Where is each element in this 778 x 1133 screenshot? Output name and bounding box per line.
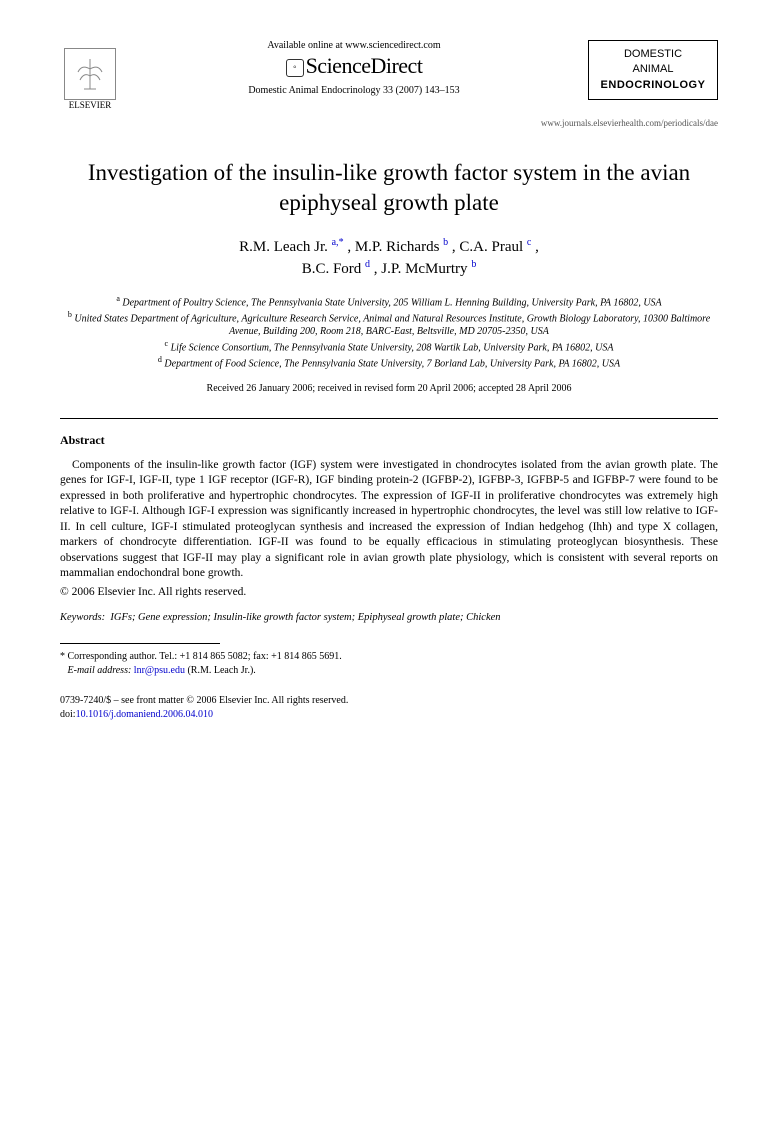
author-3-prefix: , C.A. Praul [452,239,523,255]
journal-url[interactable]: www.journals.elsevierhealth.com/periodic… [60,118,718,128]
author-5-affil[interactable]: b [471,259,476,270]
elsevier-label: ELSEVIER [69,100,112,110]
page-container: ELSEVIER Available online at www.science… [0,0,778,752]
divider-1 [60,418,718,419]
author-1-affil[interactable]: a,* [332,237,344,248]
elsevier-tree-icon [64,48,116,100]
corresponding-email-line: E-mail address: lnr@psu.edu (R.M. Leach … [60,664,718,678]
footer-copyright: 0739-7240/$ – see front matter © 2006 El… [60,694,718,708]
journal-box-wrap: DOMESTIC ANIMAL ENDOCRINOLOGY [588,40,718,100]
abstract-body: Components of the insulin-like growth fa… [60,458,718,582]
footer-doi-line: doi:10.1016/j.domaniend.2006.04.010 [60,708,718,722]
copyright-line: © 2006 Elsevier Inc. All rights reserved… [60,586,718,598]
affil-c-sup: c [165,339,169,348]
affiliations-block: a Department of Poultry Science, The Pen… [60,294,718,371]
corresponding-author-block: * Corresponding author. Tel.: +1 814 865… [60,650,718,678]
keywords-label: Keywords: [60,612,105,623]
footer-block: 0739-7240/$ – see front matter © 2006 El… [60,694,718,722]
journal-box-line3: ENDOCRINOLOGY [593,78,713,93]
affil-b-sup: b [68,310,72,319]
keywords-block: Keywords: IGFs; Gene expression; Insulin… [60,612,718,623]
article-title: Investigation of the insulin-like growth… [80,158,698,218]
author-3-affil[interactable]: c [527,237,531,248]
author-4-affil[interactable]: d [365,259,370,270]
center-header: Available online at www.sciencedirect.co… [120,40,588,98]
available-online-text: Available online at www.sciencedirect.co… [130,40,578,51]
affil-d-sup: d [158,355,162,364]
header-row: ELSEVIER Available online at www.science… [60,40,718,110]
journal-box-line2: ANIMAL [593,62,713,77]
doi-label: doi: [60,709,76,720]
author-2-prefix: , M.P. Richards [347,239,439,255]
author-3-comma: , [535,239,539,255]
article-dates: Received 26 January 2006; received in re… [60,383,718,394]
author-5-prefix: , J.P. McMurtry [374,261,468,277]
journal-box-line1: DOMESTIC [593,47,713,62]
affil-a-sup: a [116,294,120,303]
author-1: R.M. Leach Jr. [239,239,328,255]
journal-reference: Domestic Animal Endocrinology 33 (2007) … [130,85,578,96]
sciencedirect-logo: ◦ScienceDirect [130,53,578,79]
author-2-affil[interactable]: b [443,237,448,248]
affil-d: Department of Food Science, The Pennsylv… [164,358,620,369]
doi-link[interactable]: 10.1016/j.domaniend.2006.04.010 [76,709,214,720]
email-suffix: (R.M. Leach Jr.). [187,665,255,676]
abstract-heading: Abstract [60,433,718,448]
affil-a: Department of Poultry Science, The Penns… [122,297,661,308]
authors-block: R.M. Leach Jr. a,* , M.P. Richards b , C… [60,236,718,280]
divider-2 [60,643,220,644]
email-link[interactable]: lnr@psu.edu [134,665,185,676]
corresponding-tel: * Corresponding author. Tel.: +1 814 865… [60,650,718,664]
keywords-list: IGFs; Gene expression; Insulin-like grow… [110,612,500,623]
affil-b: United States Department of Agriculture,… [74,313,710,338]
sciencedirect-text: ScienceDirect [306,53,423,78]
email-label: E-mail address: [68,665,132,676]
author-4: B.C. Ford [302,261,362,277]
elsevier-logo: ELSEVIER [60,40,120,110]
sciencedirect-icon: ◦ [286,59,304,77]
affil-c: Life Science Consortium, The Pennsylvani… [171,342,614,353]
journal-box: DOMESTIC ANIMAL ENDOCRINOLOGY [588,40,718,100]
